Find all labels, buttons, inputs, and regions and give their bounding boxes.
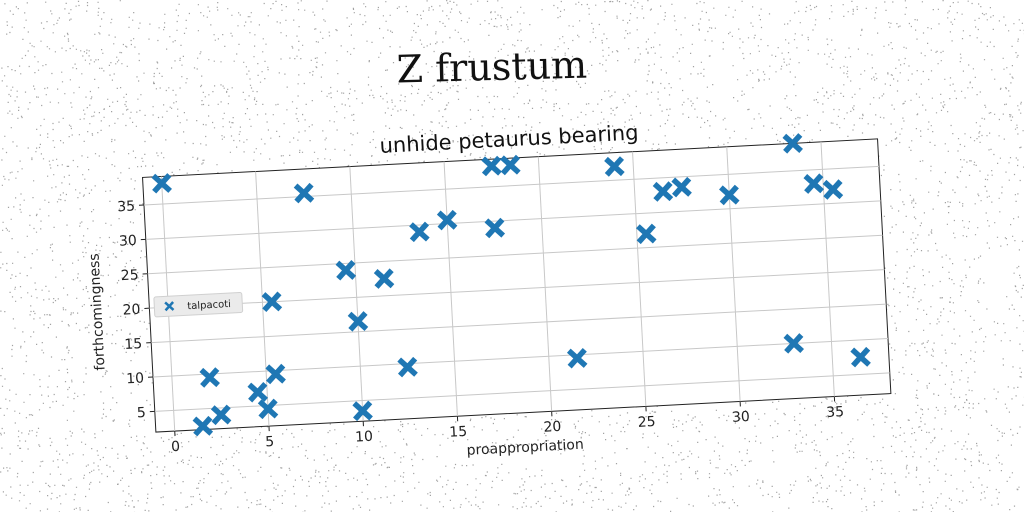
y-grid-line [154, 372, 890, 412]
y-grid-line [151, 303, 887, 344]
data-point [566, 347, 588, 369]
y-tick-label: 15 [124, 336, 143, 353]
legend-box [153, 291, 244, 318]
x-grid-line [443, 161, 458, 417]
data-point [335, 260, 357, 281]
y-tick-label: 25 [120, 267, 139, 284]
x-tick-label: 10 [355, 429, 374, 446]
x-tick-label: 35 [826, 404, 845, 421]
data-point [782, 133, 803, 154]
x-axis-label: proappropriation [466, 437, 584, 459]
y-tick-label: 20 [122, 302, 141, 319]
data-point [652, 181, 674, 202]
x-tick-label: 15 [449, 424, 468, 441]
y-axis-label: forthcomingness [86, 253, 108, 371]
x-tick-label: 20 [543, 419, 562, 436]
plot-frame [142, 138, 892, 433]
x-tick-label: 30 [732, 409, 751, 426]
data-point [199, 367, 220, 388]
x-grid-line [349, 166, 364, 422]
x-grid-line [255, 171, 270, 427]
x-tick-label: 5 [265, 434, 275, 450]
data-point [151, 173, 172, 194]
x-tick-label: 25 [637, 414, 656, 431]
data-point [481, 155, 502, 177]
data-point [409, 221, 430, 243]
plot-area: 0 5 10 15 20 25 30 35 5 10 15 20 25 30 35 unhide peta… [86, 120, 892, 459]
data-point [293, 182, 315, 204]
data-point [500, 154, 521, 176]
x-grid-line [537, 156, 553, 412]
scatter-series [151, 133, 871, 437]
data-point [436, 209, 458, 231]
data-point [719, 184, 740, 206]
data-point [192, 415, 214, 437]
data-point [803, 173, 824, 194]
data-point [636, 223, 657, 245]
data-point [373, 268, 395, 289]
data-point [783, 333, 805, 354]
x-ticks: 0 5 10 15 20 25 30 35 [171, 396, 845, 455]
y-tick-label: 10 [126, 370, 145, 387]
x-grid-line [632, 151, 647, 407]
data-point [671, 176, 692, 198]
y-grid-line [145, 200, 881, 240]
y-grid-line [147, 234, 883, 275]
chart-title: unhide petaurus bearing [379, 120, 639, 158]
data-point [604, 156, 625, 177]
data-point [352, 400, 373, 422]
figure-suptitle: Z frustum [396, 43, 588, 92]
y-grid-line [143, 165, 879, 206]
data-point [265, 363, 286, 385]
data-point [247, 381, 268, 403]
legend-entry-label: talpacoti [187, 299, 231, 312]
data-point [261, 291, 283, 313]
data-point [257, 398, 279, 420]
x-grid-line [726, 146, 741, 402]
data-point [397, 356, 418, 378]
y-tick-label: 30 [119, 233, 138, 250]
data-point [210, 404, 232, 426]
data-point [347, 311, 369, 332]
y-tick-label: 5 [137, 405, 147, 421]
legend: talpacoti [153, 291, 244, 318]
data-point [822, 179, 844, 200]
data-point [850, 346, 871, 368]
y-tick-label: 35 [117, 198, 136, 215]
x-tick-label: 0 [171, 439, 181, 455]
legend-marker-icon [164, 301, 175, 312]
y-ticks: 5 10 15 20 25 30 35 [117, 198, 155, 421]
legend-marker [164, 301, 175, 312]
data-point [484, 217, 506, 239]
